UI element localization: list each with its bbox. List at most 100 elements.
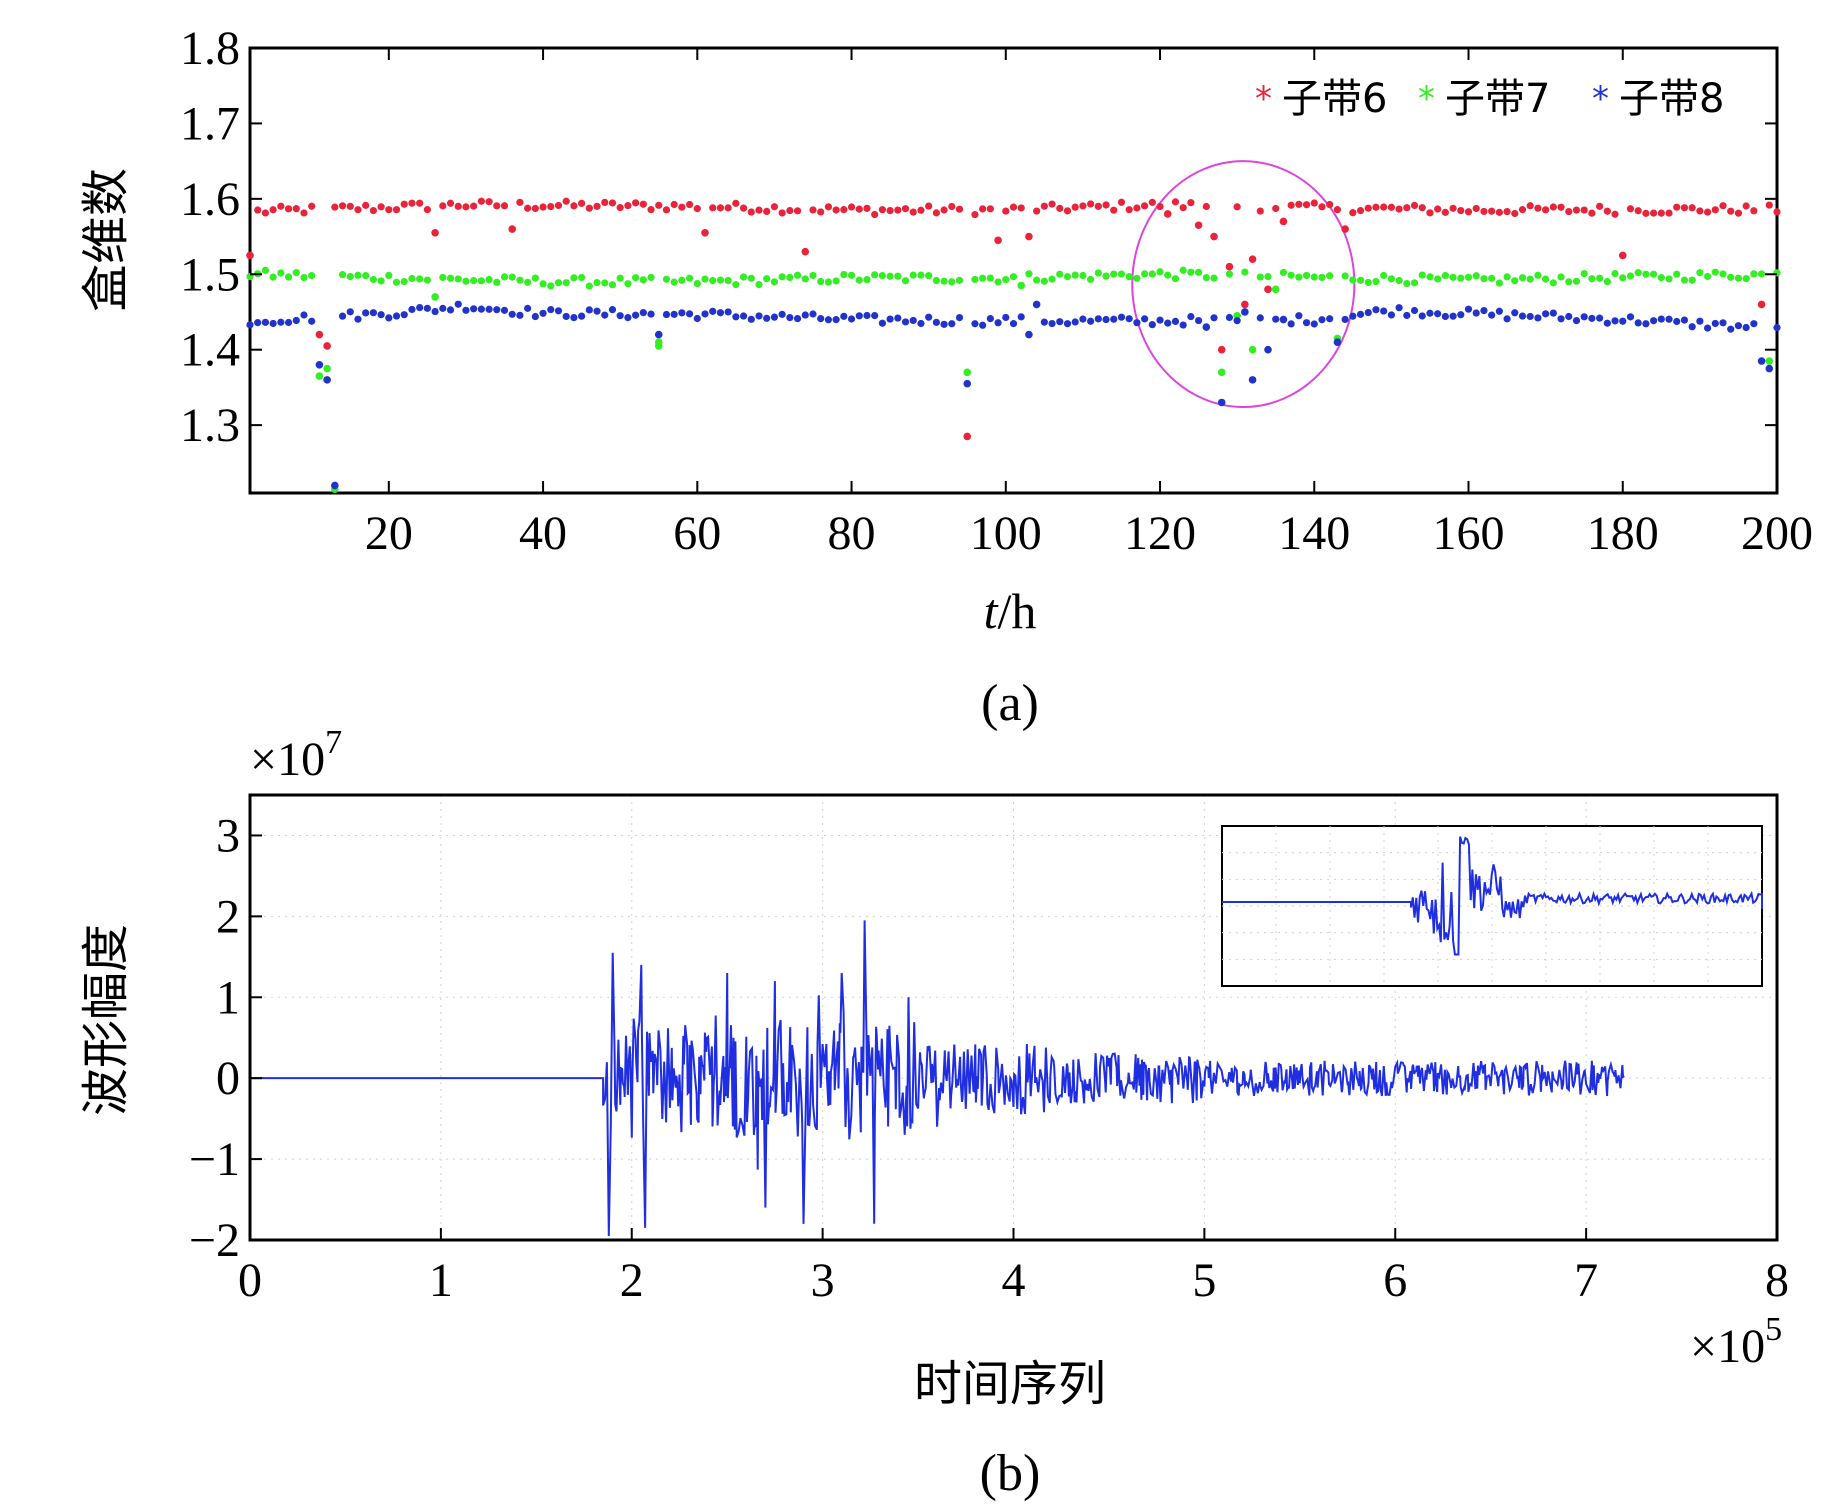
data-point	[431, 307, 439, 316]
data-point	[786, 273, 794, 282]
data-point	[1626, 205, 1635, 213]
data-point	[1110, 270, 1118, 278]
data-point	[1272, 204, 1280, 213]
data-point	[608, 281, 617, 289]
data-point	[608, 199, 617, 207]
data-point	[423, 276, 431, 284]
x-tick-label: 180	[1587, 507, 1659, 560]
data-point	[824, 278, 833, 286]
data-point	[662, 275, 671, 283]
data-point	[1225, 313, 1234, 322]
data-point	[416, 303, 424, 312]
data-point	[1526, 275, 1534, 283]
series-1	[246, 197, 1781, 441]
y-tick-label: 3	[216, 809, 240, 862]
data-point	[855, 312, 863, 320]
data-point	[516, 276, 524, 284]
data-point	[739, 312, 748, 320]
data-point	[1657, 274, 1665, 282]
data-point	[454, 300, 462, 308]
data-point	[809, 206, 817, 214]
data-point	[1618, 251, 1627, 260]
data-point	[485, 305, 493, 313]
data-point	[1217, 368, 1226, 377]
data-point	[1387, 275, 1395, 283]
data-point	[1657, 315, 1665, 323]
x-tick-label: 6	[1383, 1254, 1407, 1307]
data-point	[1141, 270, 1149, 278]
data-point	[1642, 320, 1650, 328]
data-point	[423, 206, 431, 214]
data-point	[693, 314, 701, 323]
data-point	[554, 279, 563, 287]
data-point	[763, 314, 771, 322]
data-point	[1480, 275, 1488, 283]
data-point	[678, 203, 686, 211]
data-point	[739, 204, 748, 212]
chart-b-y-multiplier: ×107	[250, 724, 342, 786]
data-point	[1480, 207, 1488, 216]
inset-grid	[1222, 826, 1762, 986]
data-point	[901, 205, 910, 213]
data-point	[1349, 312, 1357, 320]
data-point	[747, 315, 755, 323]
data-point	[1619, 317, 1627, 325]
data-point	[793, 314, 802, 323]
data-point	[701, 310, 709, 318]
data-point	[477, 305, 485, 313]
data-point	[755, 312, 763, 320]
data-point	[608, 306, 617, 314]
data-point	[1611, 269, 1619, 278]
data-point	[315, 372, 324, 380]
data-point	[284, 318, 293, 327]
data-point	[284, 273, 293, 281]
data-point	[1040, 277, 1048, 285]
data-point	[1680, 276, 1689, 284]
data-point	[616, 204, 624, 212]
data-point	[971, 210, 979, 219]
data-point	[1156, 203, 1164, 211]
data-point	[508, 273, 516, 281]
chart-a: 20 40 60 80 100 120 140 160 180 200 1.81.71.61.51…	[78, 22, 1813, 732]
data-point	[408, 274, 416, 283]
data-point	[1302, 201, 1311, 209]
data-point	[1171, 275, 1180, 283]
data-point	[261, 318, 270, 326]
data-point	[416, 275, 424, 283]
data-point	[1441, 271, 1449, 280]
chart-a-xlabel-unit: /h	[998, 583, 1037, 639]
data-point	[1750, 270, 1758, 278]
data-point	[1387, 203, 1395, 211]
data-point	[1341, 272, 1349, 280]
data-point	[1264, 273, 1272, 281]
highlight-ellipse	[1131, 160, 1356, 409]
data-point	[1210, 232, 1218, 241]
data-point	[1472, 272, 1480, 280]
data-point	[616, 274, 624, 282]
data-point	[300, 209, 308, 217]
data-point	[1110, 206, 1118, 214]
data-point	[778, 310, 786, 318]
data-point	[963, 368, 972, 377]
data-point	[1194, 316, 1203, 325]
data-point	[554, 307, 563, 315]
data-point	[624, 202, 632, 210]
data-point	[1472, 309, 1480, 317]
data-point	[1642, 270, 1650, 278]
data-point	[1356, 206, 1365, 215]
data-point	[1410, 279, 1419, 287]
data-point	[1542, 275, 1550, 283]
data-point	[979, 205, 987, 213]
data-point	[925, 313, 933, 321]
data-point	[346, 273, 354, 281]
data-point	[1688, 204, 1696, 212]
data-point	[369, 206, 377, 215]
legend-item-3: * 子带8	[1592, 76, 1724, 122]
data-point	[1534, 271, 1542, 279]
data-point	[547, 305, 555, 314]
data-point	[747, 274, 755, 282]
data-point	[886, 272, 894, 280]
data-point	[1163, 210, 1172, 218]
legend-marker-1: *	[1255, 79, 1272, 119]
data-point	[477, 197, 485, 205]
